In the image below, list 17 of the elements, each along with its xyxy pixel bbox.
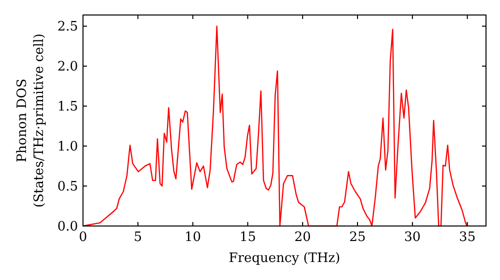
x-tick-label: 30: [404, 230, 421, 245]
y-tick-label: 1.5: [57, 100, 78, 115]
y-axis-title: Phonon DOS (States/THz·primitive cell): [15, 33, 47, 208]
y-tick-label: 2.5: [57, 20, 78, 35]
x-tick-label: 25: [349, 230, 366, 245]
y-tick-label: 2.0: [57, 60, 78, 75]
y-tick-label: 1.0: [57, 140, 78, 155]
x-axis-title: Frequency (THz): [228, 251, 340, 266]
x-tick-label: 0: [78, 230, 88, 245]
line-series: [82, 26, 468, 227]
x-tick-label: 5: [134, 230, 142, 245]
x-tick-label: 20: [294, 230, 311, 245]
y-tick-label: 0.5: [57, 180, 78, 195]
x-tick-label: 10: [184, 230, 202, 245]
x-tick-label: 15: [239, 230, 256, 245]
x-tick-label: 35: [459, 230, 476, 245]
y-tick-label: 0.0: [57, 220, 78, 234]
